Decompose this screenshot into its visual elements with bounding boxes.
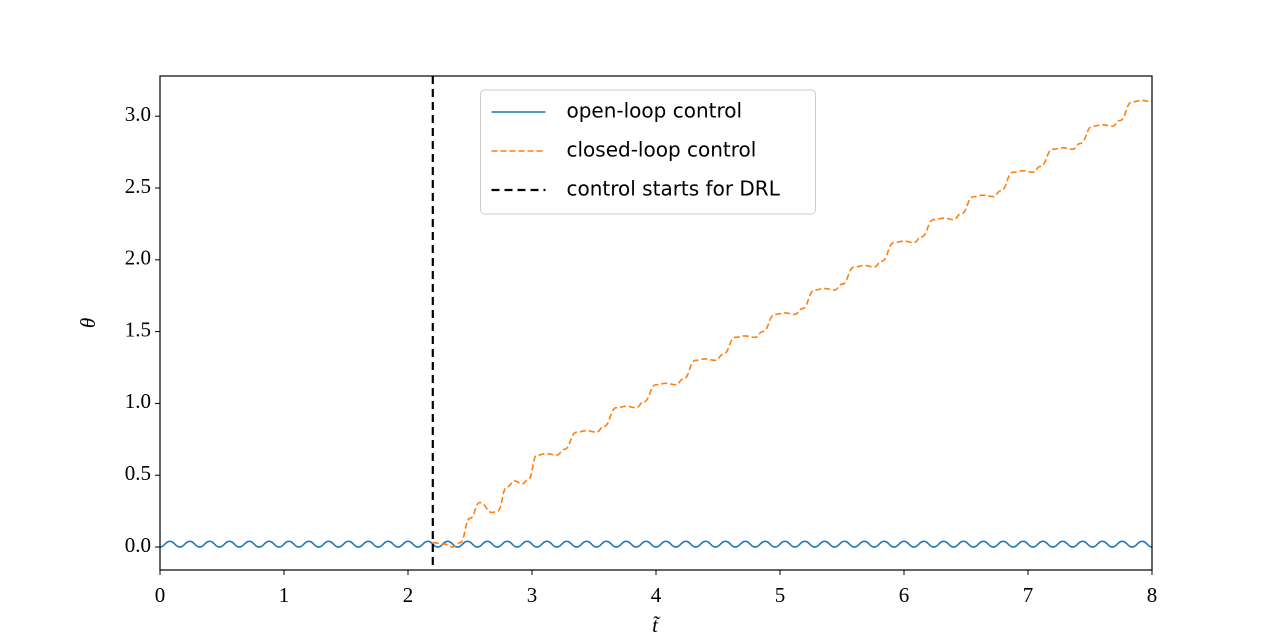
x-tick-label: 8	[1147, 583, 1158, 607]
y-axis-label: θ	[76, 318, 100, 328]
x-tick-label: 4	[651, 583, 662, 607]
x-tick-label: 0	[155, 583, 166, 607]
data-line	[159, 540, 1153, 548]
y-tick-label: 2.0	[125, 246, 151, 270]
plot-frame	[159, 75, 1153, 571]
data-line	[432, 99, 1153, 548]
y-tick-label: 3.0	[125, 102, 151, 126]
x-tick-label: 3	[527, 583, 538, 607]
legend-label: control starts for DRL	[567, 177, 781, 201]
y-tick-label: 0.0	[125, 533, 151, 557]
y-tick-label: 1.5	[125, 317, 151, 341]
x-tick-label: 5	[775, 583, 786, 607]
x-tick-label: 2	[403, 583, 414, 607]
y-tick-label: 2.5	[125, 174, 151, 198]
y-tick-label: 1.0	[125, 389, 151, 413]
legend-box	[480, 89, 816, 215]
legend-label: closed-loop control	[567, 138, 757, 162]
legend-label: open-loop control	[567, 99, 743, 123]
x-tick-label: 1	[279, 583, 290, 607]
y-tick-label: 0.5	[125, 461, 151, 485]
x-tick-label: 6	[899, 583, 910, 607]
x-axis-label: t̃	[652, 613, 661, 637]
x-tick-label: 7	[1023, 583, 1034, 607]
